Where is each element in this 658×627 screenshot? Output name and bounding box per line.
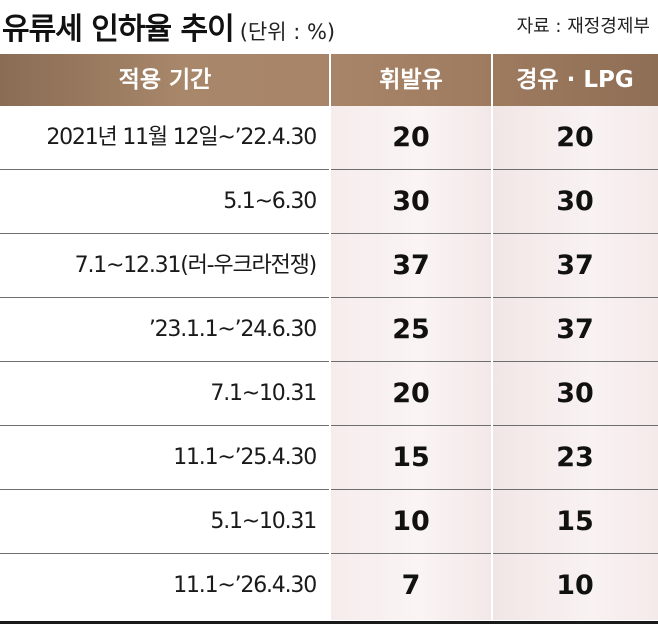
period-cell: ’23.1.1~’24.6.30 bbox=[148, 317, 317, 342]
unit-label: (단위 : %) bbox=[239, 20, 336, 44]
gasoline-cell: 37 bbox=[392, 250, 430, 281]
gasoline-cell: 10 bbox=[392, 506, 430, 537]
period-cell: 11.1~’26.4.30 bbox=[173, 573, 317, 598]
period-cell: 11.1~’25.4.30 bbox=[173, 445, 317, 470]
title-bar: 유류세 인하율 추이 (단위 : %) 자료 : 재정경제부 bbox=[0, 0, 658, 50]
column-divider bbox=[329, 54, 331, 620]
period-cell: 5.1~6.30 bbox=[223, 189, 317, 214]
gasoline-cell: 30 bbox=[392, 186, 430, 217]
diesel-lpg-cell: 10 bbox=[556, 570, 594, 601]
table-row: 11.1~’25.4.30 15 23 bbox=[0, 426, 658, 490]
gasoline-cell: 20 bbox=[392, 378, 430, 409]
period-column-bg bbox=[0, 54, 330, 620]
source-label: 자료 : 재정경제부 bbox=[516, 16, 650, 37]
period-cell: 2021년 11월 12일~’22.4.30 bbox=[46, 125, 317, 150]
title-text: 유류세 인하율 추이 bbox=[2, 12, 235, 47]
period-cell: 5.1~10.31 bbox=[210, 509, 317, 534]
diesel-lpg-cell: 15 bbox=[556, 506, 594, 537]
column-divider bbox=[491, 54, 493, 620]
header-diesel-lpg: 경유 · LPG bbox=[516, 67, 634, 93]
header-gasoline: 휘발유 bbox=[379, 67, 443, 93]
header-period: 적용 기간 bbox=[118, 67, 212, 93]
table-row: 11.1~’26.4.30 7 10 bbox=[0, 554, 658, 618]
gasoline-cell: 20 bbox=[392, 122, 430, 153]
diesel-lpg-cell: 37 bbox=[556, 314, 594, 345]
gasoline-cell: 7 bbox=[401, 570, 421, 601]
bottom-rule bbox=[0, 621, 658, 624]
diesel-lpg-cell: 30 bbox=[556, 378, 594, 409]
diesel-lpg-column-bg bbox=[492, 54, 658, 620]
tax-cut-table: 적용 기간 휘발유 경유 · LPG 2021년 11월 12일~’22.4.3… bbox=[0, 54, 658, 620]
diesel-lpg-cell: 23 bbox=[556, 442, 594, 473]
diesel-lpg-cell: 30 bbox=[556, 186, 594, 217]
gasoline-column-bg bbox=[330, 54, 492, 620]
gasoline-cell: 15 bbox=[392, 442, 430, 473]
page-title: 유류세 인하율 추이 (단위 : %) bbox=[2, 4, 335, 48]
gasoline-cell: 25 bbox=[392, 314, 430, 345]
period-cell: 7.1~12.31(러-우크라전쟁) bbox=[74, 253, 318, 278]
diesel-lpg-cell: 37 bbox=[556, 250, 594, 281]
period-cell: 7.1~10.31 bbox=[210, 381, 317, 406]
diesel-lpg-cell: 20 bbox=[556, 122, 594, 153]
